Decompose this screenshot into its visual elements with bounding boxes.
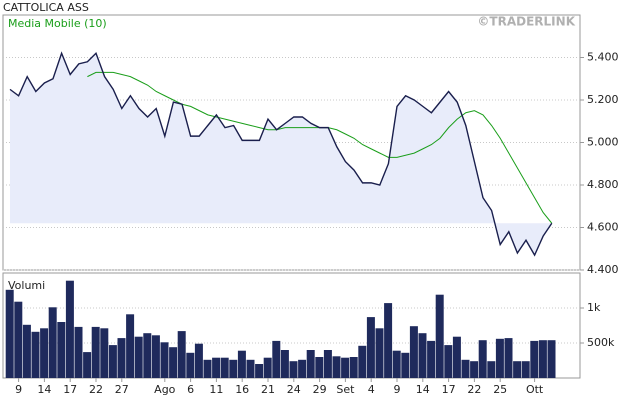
volume-bar <box>194 343 203 378</box>
volume-bar <box>203 359 212 378</box>
volume-bar <box>478 340 487 378</box>
y-tick-label: 4.600 <box>587 221 619 234</box>
volume-bar <box>74 326 83 378</box>
volume-bar <box>418 333 427 378</box>
volume-bar <box>444 345 453 378</box>
x-tick-label: Ott <box>526 383 544 396</box>
volume-bar <box>435 294 444 378</box>
x-tick-label: 9 <box>15 383 22 396</box>
volume-bar <box>48 307 57 378</box>
price-line <box>9 51 553 257</box>
x-tick-label: Set <box>336 383 355 396</box>
volume-bar <box>530 340 539 378</box>
volume-bar <box>315 357 324 378</box>
volume-bar <box>14 301 23 378</box>
volume-bar <box>40 328 49 378</box>
volume-bar <box>409 326 418 378</box>
x-tick-label: 25 <box>493 383 507 396</box>
x-tick-label: 9 <box>394 383 401 396</box>
volume-bar <box>5 289 14 378</box>
x-tick-label: 21 <box>261 383 275 396</box>
watermark: ©TRADERLINK <box>477 15 575 29</box>
legend-entry: Media Mobile (10) <box>8 17 107 30</box>
volume-bar <box>31 331 40 378</box>
volume-bar <box>272 340 281 378</box>
volume-bar <box>298 359 307 378</box>
volume-bar <box>401 352 410 378</box>
volume-bar <box>487 361 496 378</box>
panel-title: Volumi <box>8 279 45 292</box>
x-tick-label: 24 <box>287 383 301 396</box>
volume-bar <box>513 361 522 378</box>
volume-bar <box>358 345 367 378</box>
volume-bar <box>452 336 461 378</box>
volume-bar <box>108 345 117 378</box>
y-tick-label: 5.400 <box>587 51 619 64</box>
volume-bar <box>375 328 384 378</box>
volume-bar <box>495 338 504 378</box>
volume-bar <box>151 335 160 378</box>
volume-bar <box>306 350 315 378</box>
volume-bar <box>117 338 126 378</box>
volume-bar <box>100 328 109 378</box>
volume-bar <box>521 361 530 378</box>
x-tick-label: 17 <box>442 383 456 396</box>
volume-bar <box>229 359 238 378</box>
volume-bar <box>538 340 547 378</box>
volume-bar <box>547 340 556 378</box>
volume-bar <box>22 324 31 378</box>
volume-bar <box>177 331 186 378</box>
volume-bar <box>186 352 195 378</box>
volume-bar <box>57 322 66 378</box>
x-tick-label: 17 <box>63 383 77 396</box>
y-tick-label: 4.800 <box>587 178 619 191</box>
x-tick-label: Ago <box>154 383 176 396</box>
x-tick-label: 14 <box>416 383 430 396</box>
y-tick-label: 4.400 <box>587 263 619 276</box>
volume-bar <box>280 350 289 378</box>
volume-bar <box>169 347 178 378</box>
y-tick-label: 5.200 <box>587 93 619 106</box>
x-tick-label: 11 <box>209 383 223 396</box>
x-tick-label: 14 <box>37 383 51 396</box>
volume-bar <box>65 280 74 378</box>
x-tick-label: 27 <box>115 383 129 396</box>
volume-bar <box>255 364 264 378</box>
volume-bar <box>504 338 513 378</box>
volume-bar <box>83 352 92 378</box>
volume-bar <box>332 356 341 378</box>
volume-bar <box>289 361 298 378</box>
volume-bar <box>134 336 143 378</box>
volume-bar <box>470 361 479 378</box>
volume-bar <box>263 357 272 378</box>
volume-bar <box>143 333 152 378</box>
y-tick-label: 1k <box>587 301 601 314</box>
x-tick-label: 16 <box>235 383 249 396</box>
x-tick-label: 29 <box>313 383 327 396</box>
y-tick-label: 5.000 <box>587 136 619 149</box>
chart-title: CATTOLICA ASS <box>3 1 89 14</box>
y-tick-label: 500k <box>587 336 615 349</box>
volume-bar <box>349 357 358 378</box>
volume-bar <box>461 359 470 378</box>
volume-bar <box>366 317 375 378</box>
x-tick-label: 6 <box>187 383 194 396</box>
volume-bar <box>427 340 436 378</box>
x-tick-label: 4 <box>368 383 375 396</box>
x-tick-label: 22 <box>89 383 103 396</box>
volume-bar <box>384 303 393 378</box>
volume-bar <box>323 350 332 378</box>
volume-bar <box>126 314 135 378</box>
volume-bar <box>91 326 100 378</box>
volume-bar <box>212 357 221 378</box>
volume-bar <box>237 350 246 378</box>
volume-bar <box>220 357 229 378</box>
volume-bar <box>160 342 169 378</box>
volume-bar <box>341 357 350 378</box>
price-area <box>10 53 552 256</box>
x-tick-label: 22 <box>467 383 481 396</box>
volume-bar <box>246 359 255 378</box>
volume-bar <box>392 350 401 378</box>
